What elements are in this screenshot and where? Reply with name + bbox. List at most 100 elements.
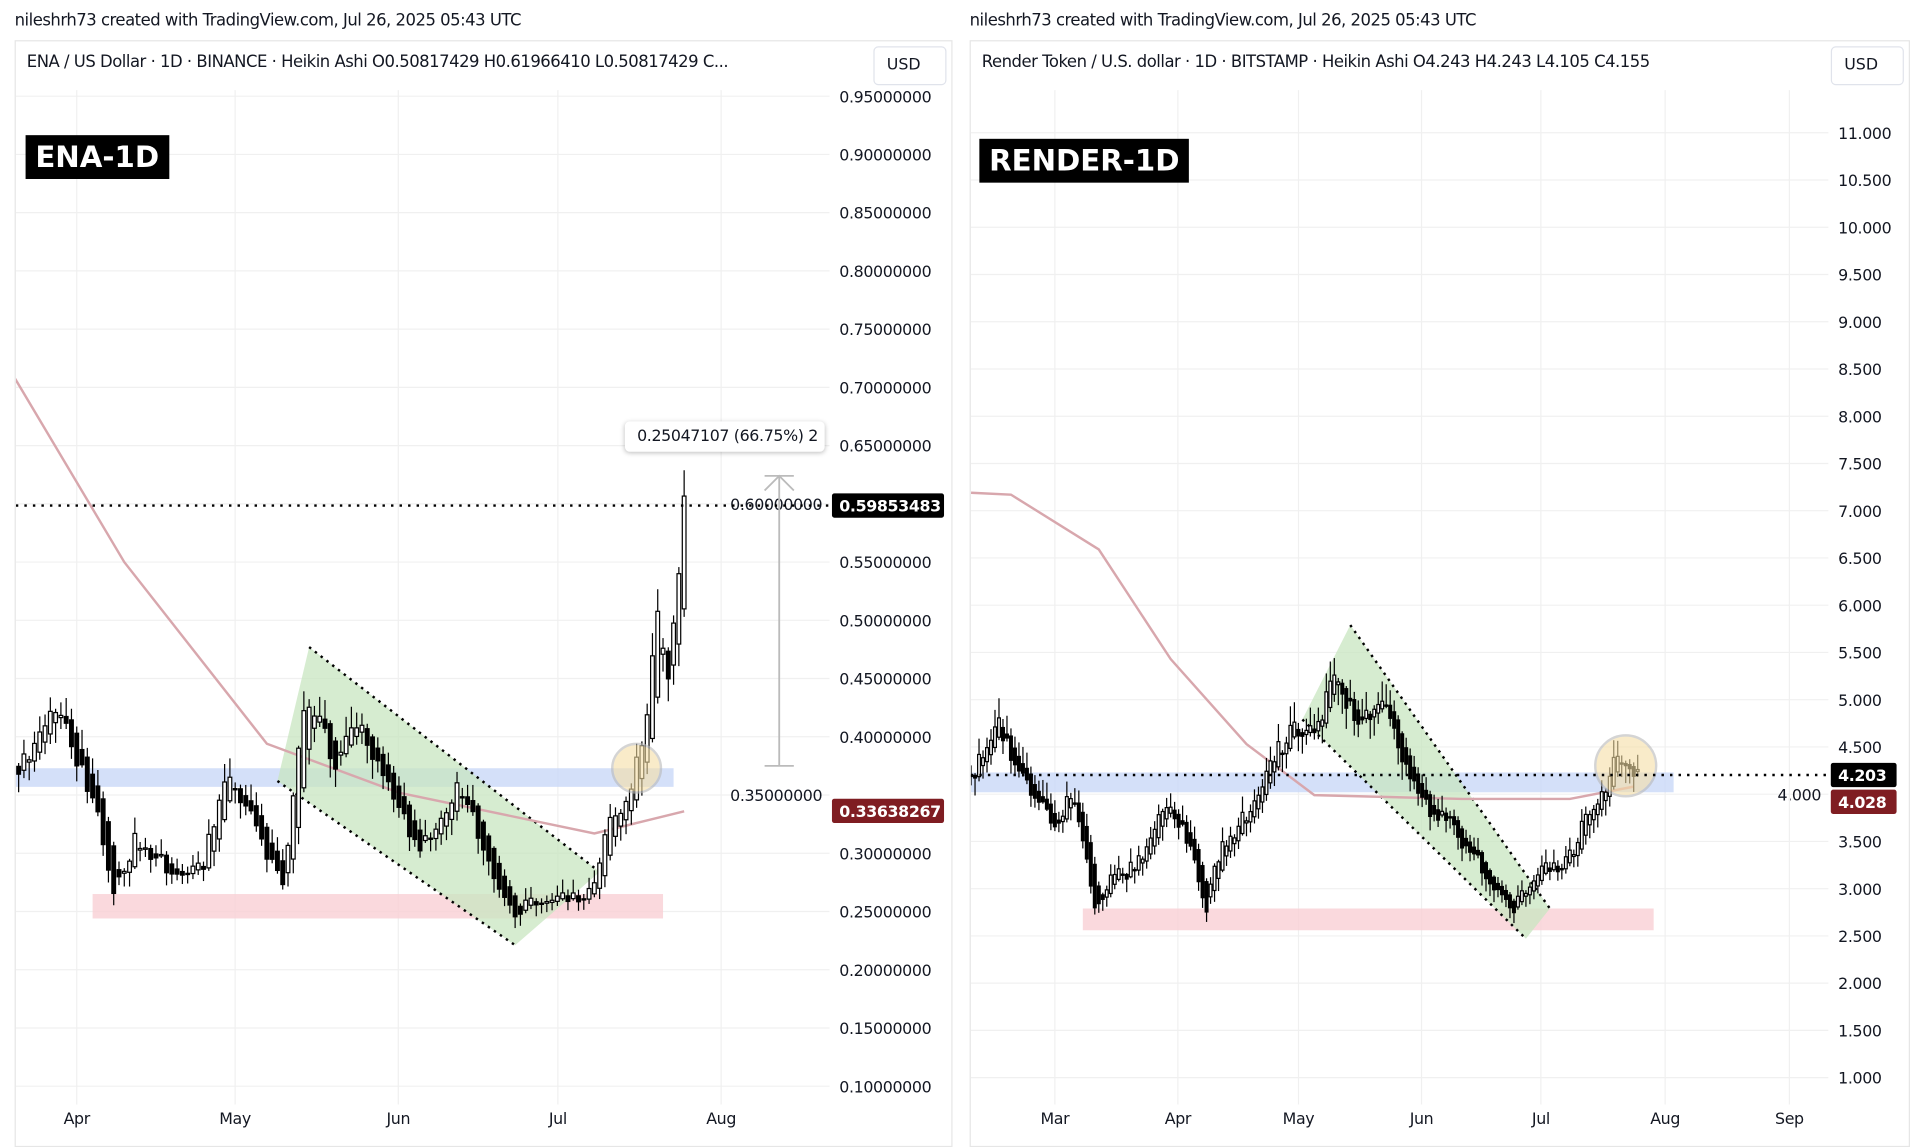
candle [1464, 837, 1469, 847]
candle [58, 714, 64, 719]
candle [253, 805, 259, 827]
y-tick-label: 7.000 [1838, 502, 1882, 521]
candle [486, 835, 492, 862]
candle [1539, 865, 1544, 882]
ma-price-value: 0.33638267 [839, 802, 941, 821]
candle [1396, 719, 1401, 749]
candle [42, 725, 48, 743]
candle [174, 868, 180, 875]
y-tick-label: 4.500 [1838, 738, 1882, 757]
candle [1284, 742, 1289, 755]
candle [549, 899, 555, 904]
y-tick-label: 8.000 [1838, 407, 1882, 426]
candle [1288, 724, 1293, 750]
candle [1168, 806, 1173, 814]
x-tick-label: Sep [1775, 1109, 1804, 1128]
highlight-circle [611, 742, 663, 794]
candle [1300, 732, 1305, 737]
y-tick-label: 9.500 [1838, 266, 1882, 285]
candle [380, 753, 386, 777]
candle [179, 870, 185, 876]
candle [676, 573, 682, 645]
candle [1164, 807, 1169, 820]
candle [1136, 855, 1141, 871]
candle [1332, 674, 1337, 695]
candle [338, 751, 344, 756]
candle [127, 860, 133, 873]
candle [354, 727, 360, 738]
candle [164, 854, 169, 874]
candle [475, 805, 481, 839]
y-tick-label: 11.000 [1838, 124, 1891, 143]
currency-button[interactable]: USD [1830, 46, 1904, 86]
candle [1116, 868, 1121, 881]
candle [1124, 873, 1129, 880]
candle [1076, 802, 1081, 823]
candle [1587, 813, 1592, 826]
y-tick-label: 0.65000000 [839, 437, 931, 456]
candle [1156, 814, 1161, 839]
candle [1440, 810, 1445, 816]
last-price-value: 0.59853483 [839, 497, 941, 516]
y-tick-label: 5.000 [1838, 691, 1882, 710]
candle [132, 832, 138, 868]
symbol-legend[interactable]: Render Token / U.S. dollar · 1D · BITSTA… [981, 52, 1650, 72]
candle [1304, 729, 1309, 736]
candle [1356, 709, 1361, 725]
candle [1032, 784, 1037, 799]
candle [274, 850, 280, 872]
ena-chart-panel[interactable]: ENA / US Dollar · 1D · BINANCE · Heikin … [14, 40, 953, 1147]
candle [1052, 812, 1057, 828]
candle [1192, 838, 1197, 861]
candle [1603, 791, 1608, 802]
candle [1320, 719, 1325, 727]
x-tick-label: Apr [1165, 1109, 1192, 1128]
candle [544, 900, 550, 904]
candle [248, 800, 254, 812]
render-chart-panel[interactable]: Render Token / U.S. dollar · 1D · BITSTA… [969, 40, 1910, 1147]
candle [1503, 889, 1508, 900]
candle [327, 723, 333, 760]
candle [454, 782, 460, 812]
ma-price-tag [1830, 789, 1897, 814]
candle [201, 865, 206, 870]
chart-canvas[interactable]: 11.000 10.500 10.000 9.500 9.000 8.500 8.000 7.… [970, 41, 1909, 1145]
candle [1044, 798, 1049, 810]
candle [988, 739, 994, 756]
y-tick-label: 1.500 [1838, 1022, 1882, 1041]
candle [1064, 796, 1069, 820]
x-tick-label: Jun [385, 1109, 410, 1128]
candle [1579, 820, 1584, 850]
candle [1555, 865, 1560, 873]
candle [153, 853, 159, 859]
candle [216, 799, 222, 840]
candle [1344, 688, 1349, 709]
candle [1308, 725, 1313, 734]
symbol-legend[interactable]: ENA / US Dollar · 1D · BINANCE · Heikin … [26, 52, 729, 72]
candle [1296, 728, 1301, 737]
candle [1336, 681, 1341, 686]
y-tick-label: 0.30000000 [839, 844, 931, 863]
candle [422, 835, 428, 842]
y-tick-label: 3.500 [1838, 833, 1882, 852]
candle [591, 882, 597, 895]
candle [1008, 735, 1013, 761]
y-tick-label: 1.000 [1838, 1069, 1882, 1088]
candle [121, 870, 127, 874]
candle [142, 847, 148, 850]
candle [1088, 842, 1093, 887]
candle [1495, 882, 1500, 891]
candle [348, 727, 354, 746]
chart-canvas[interactable]: 0.95000000 0.90000000 0.85000000 0.80000000… [15, 41, 952, 1145]
candle [1128, 861, 1133, 878]
candle [560, 892, 566, 900]
channel-lower-line [1301, 718, 1527, 940]
currency-button[interactable]: USD [873, 46, 947, 86]
candle [1420, 783, 1425, 798]
candle [1060, 815, 1065, 823]
candle [1487, 870, 1493, 885]
candle [613, 815, 618, 837]
candle [111, 845, 117, 895]
candle [1096, 885, 1101, 905]
candle [401, 796, 407, 815]
